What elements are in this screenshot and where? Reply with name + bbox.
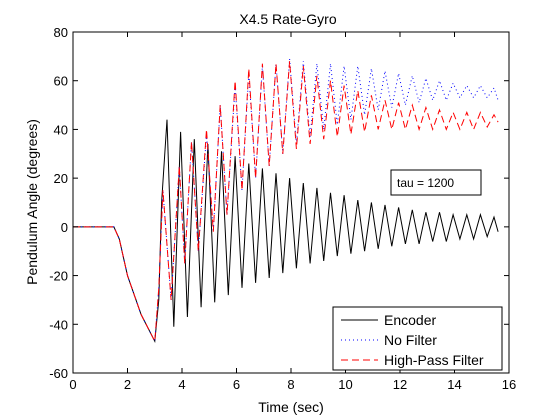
x-tick-label: 14 <box>447 377 461 392</box>
legend: Encoder No Filter High-Pass Filter <box>332 306 503 371</box>
annotation-box: tau = 1200 <box>390 169 482 196</box>
x-axis-label: Time (sec) <box>258 399 324 415</box>
annotation-text: tau = 1200 <box>397 176 454 190</box>
legend-label-1: No Filter <box>384 332 437 348</box>
y-tick-label: -20 <box>49 269 68 284</box>
x-tick-label: 10 <box>338 377 352 392</box>
x-tick-label: 12 <box>393 377 407 392</box>
y-tick-label: 60 <box>54 74 68 89</box>
series-line-0 <box>73 119 499 344</box>
x-tick-label: 8 <box>287 377 294 392</box>
y-axis-label: Pendulum Angle (degrees) <box>24 119 40 285</box>
series-layer <box>73 58 499 344</box>
x-tick-label: 6 <box>233 377 240 392</box>
axes-layer: 0 2 4 6 8 10 12 14 16 -60 -40 -20 0 20 40 60 80 <box>49 25 516 392</box>
y-tick-label: 0 <box>61 220 68 235</box>
y-tick-label: -40 <box>49 317 68 332</box>
series-line-2 <box>73 61 499 344</box>
x-tick-label: 0 <box>69 377 76 392</box>
legend-box <box>332 306 503 371</box>
x-tick-label: 16 <box>502 377 516 392</box>
series-line-1 <box>73 58 499 344</box>
legend-label-0: Encoder <box>384 312 436 328</box>
y-tick-label: 40 <box>54 122 68 137</box>
y-tick-label: 20 <box>54 171 68 186</box>
y-tick-label: -60 <box>49 366 68 381</box>
x-tick-label: 2 <box>124 377 131 392</box>
legend-label-2: High-Pass Filter <box>384 352 484 368</box>
y-tick-label: 80 <box>54 25 68 40</box>
chart-title: X4.5 Rate-Gyro <box>239 11 336 27</box>
x-tick-label: 4 <box>178 377 185 392</box>
